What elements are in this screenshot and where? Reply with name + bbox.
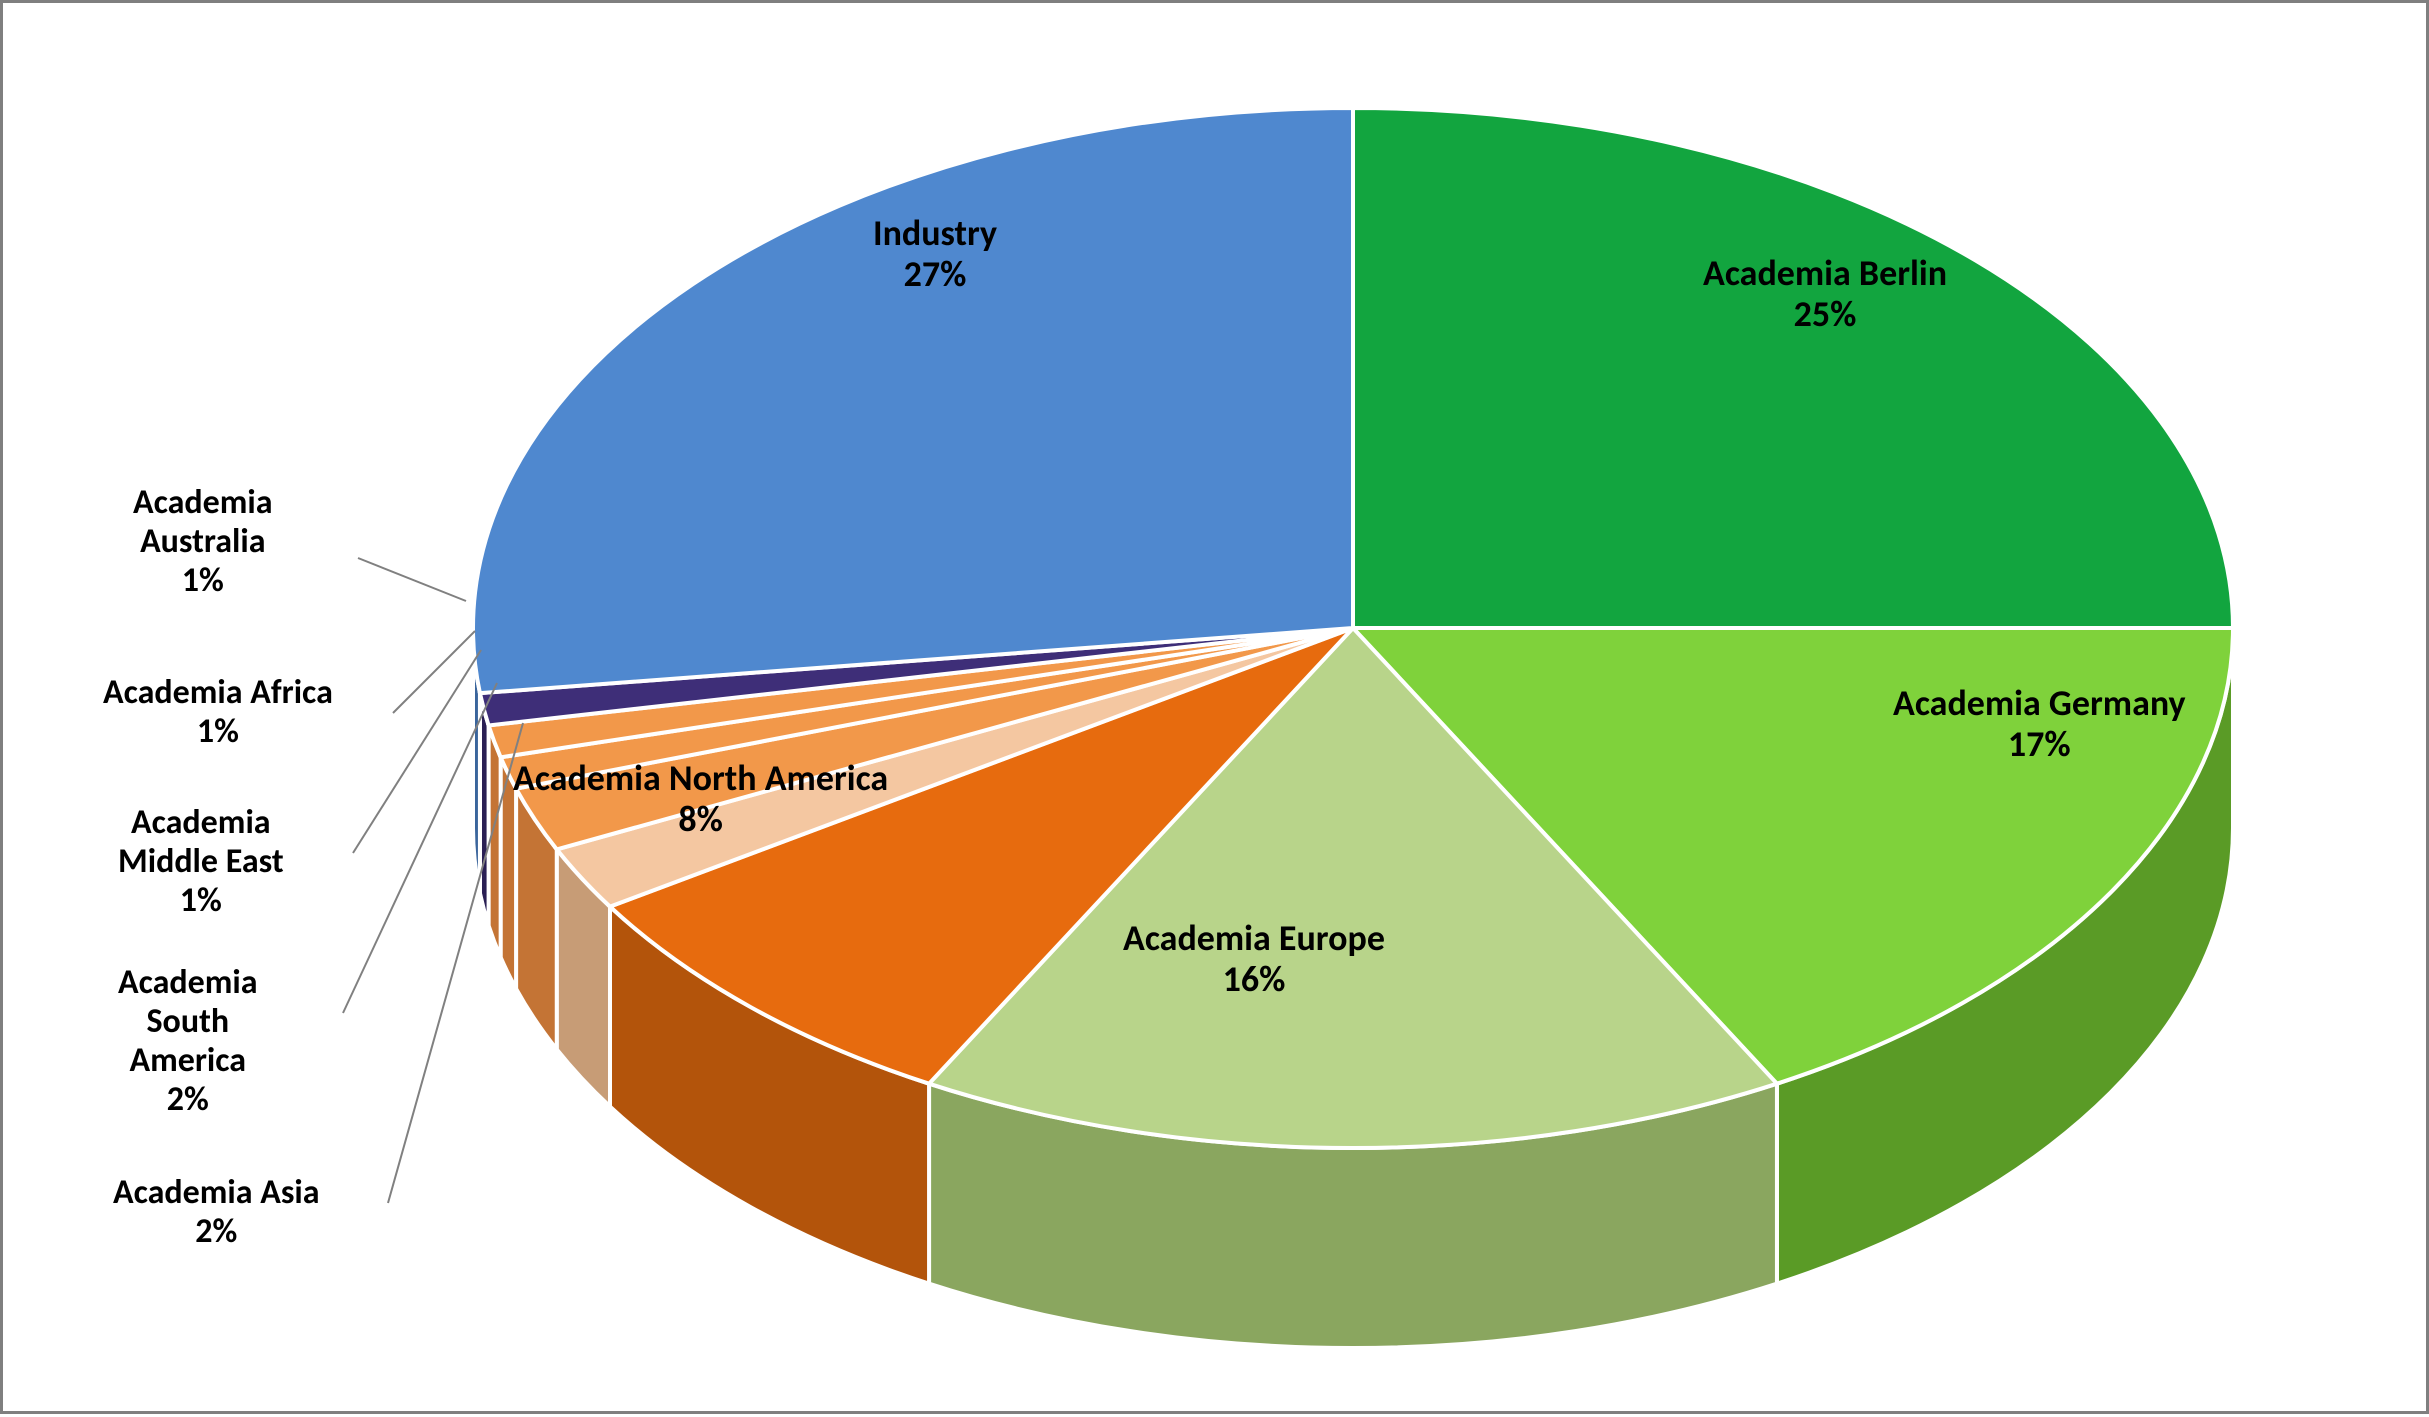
leader-line bbox=[358, 558, 466, 601]
leader-line bbox=[353, 650, 481, 853]
slice-label: Academia Germany 17% bbox=[1893, 683, 2186, 766]
slice-label: Industry 27% bbox=[873, 213, 997, 296]
slice-label: Academia Middle East 1% bbox=[118, 803, 284, 920]
pie-slice bbox=[473, 108, 1353, 693]
slice-label: Academia Europe 16% bbox=[1123, 918, 1385, 1001]
slice-label: Academia Berlin 25% bbox=[1703, 253, 1947, 336]
pie-slice bbox=[1353, 108, 2233, 628]
slice-label: Academia South America 2% bbox=[118, 963, 258, 1119]
slice-label: Academia Asia 2% bbox=[113, 1173, 320, 1251]
slice-label: Academia Africa 1% bbox=[103, 673, 333, 751]
leader-line bbox=[393, 631, 475, 713]
slice-label: Academia North America 8% bbox=[513, 758, 888, 841]
slice-label: Academia Australia 1% bbox=[133, 483, 273, 600]
pie-chart-3d: Academia Berlin 25% Academia Germany 17% A… bbox=[0, 0, 2429, 1414]
